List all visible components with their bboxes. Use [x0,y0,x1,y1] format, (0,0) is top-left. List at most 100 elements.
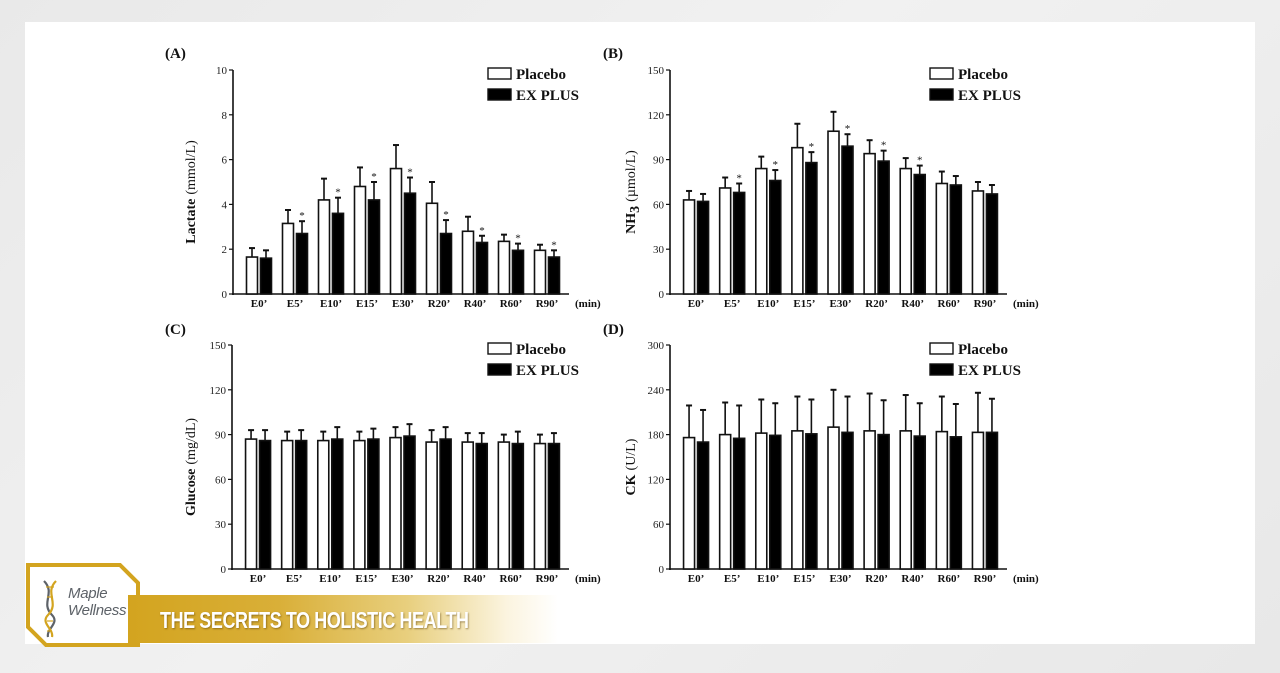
legend: Placebo EX PLUS [929,67,1021,104]
legend-label: Placebo [958,342,1008,358]
bar-group: * [863,139,890,295]
bar-placebo [827,130,840,295]
x-axis-unit: (min) [1013,573,1039,585]
y-tick-label: 120 [648,474,665,486]
bar-group [497,430,525,570]
legend-label: EX PLUS [516,363,579,379]
bar-ex-plus [985,431,999,570]
y-axis-label-main: NH [624,213,639,234]
bar-placebo [353,185,367,295]
x-tick-label: R40’ [901,298,924,310]
legend-label: Placebo [516,342,566,358]
y-axis-label: Lactate (mmol/L) [182,140,199,244]
bar-placebo [281,222,295,295]
bar-placebo [425,202,439,295]
x-axis-unit: (min) [575,298,601,310]
panel-label: (C) [165,322,186,338]
x-tick-label: R60’ [500,298,523,310]
bar-ex-plus [403,435,416,570]
y-tick-label: 180 [648,430,665,442]
x-tick-label: E10’ [757,298,779,310]
panel-label: (B) [603,46,623,62]
y-tick-label: 4 [222,199,228,211]
significance-star: * [917,155,923,167]
bar-placebo [899,430,913,570]
brand-name: Maple Wellness [68,585,126,619]
x-tick-label: E5’ [724,573,741,585]
x-tick-label: E5’ [286,573,303,585]
bar-ex-plus [696,200,710,295]
bar-group [754,398,782,570]
significance-star: * [551,239,557,251]
bar-group: * [281,209,309,295]
bar-placebo [317,199,331,295]
bar-ex-plus [330,438,344,570]
brand-tagline-band [128,595,558,643]
y-tick-label: 120 [648,110,665,122]
bar-ex-plus [475,241,489,295]
bar-placebo [425,441,438,570]
y-tick-label: 0 [659,289,665,301]
legend-swatch-placebo [929,342,954,355]
bar-ex-plus [732,437,746,570]
bar-group [533,432,561,570]
bar-group: * [425,181,453,295]
y-axis-label-subscript: 3 [628,206,643,213]
bar-group: * [533,239,561,295]
bar-group [461,432,489,570]
bar-placebo [353,439,366,570]
y-axis-label-unit: (mmol/L) [184,140,199,195]
bar-ex-plus [732,191,746,295]
y-tick-label: 150 [648,65,665,77]
bar-placebo [827,426,840,570]
bar-group [682,189,710,295]
bar-ex-plus [547,256,561,295]
dna-helix-icon [43,580,57,638]
bar-ex-plus [841,145,854,295]
legend-swatch-placebo [929,67,954,80]
legend-swatch-ex-plus [487,363,512,376]
significance-star: * [371,171,377,183]
significance-star: * [809,141,815,153]
legend-swatch-placebo [487,67,512,80]
bar-group: * [389,144,417,295]
legend-label: EX PLUS [958,88,1021,104]
bar-ex-plus [294,439,308,570]
panel-label: (A) [165,46,186,62]
chart-panel-a: (A) 0 2 4 6 8 10 Lactate (mmol/L) E0’ * E5’ * E10’ * E… [165,46,601,310]
bar-ex-plus [768,434,782,570]
bar-group [244,429,272,570]
y-tick-label: 0 [222,289,228,301]
bar-group: * [497,233,525,295]
bar-placebo [971,190,985,295]
bar-ex-plus [439,232,453,295]
x-axis-unit: (min) [1013,298,1039,310]
brand-name-line1: Maple [68,585,108,602]
x-tick-label: R60’ [938,298,961,310]
bar-placebo [244,438,258,570]
bar-placebo [682,199,696,295]
bar-ex-plus [913,173,927,295]
bar-placebo [316,439,330,570]
bar-group [245,247,273,295]
bar-placebo [682,436,696,570]
x-tick-label: R20’ [865,298,888,310]
bar-ex-plus [295,232,309,295]
bar-ex-plus [475,442,489,570]
legend-swatch-ex-plus [929,88,954,101]
bar-group [791,395,818,570]
bar-placebo [935,430,949,570]
bar-group [863,392,890,570]
bar-group: * [899,155,927,295]
x-tick-label: E10’ [320,298,342,310]
x-tick-label: R40’ [464,298,487,310]
bar-ex-plus [511,442,525,570]
bar-placebo [280,439,294,570]
x-tick-label: R20’ [427,573,450,585]
x-tick-label: E0’ [688,573,705,585]
x-tick-label: R90’ [536,298,559,310]
bar-group [899,394,927,570]
brand-logo-badge [26,563,140,647]
bar-placebo [389,436,402,570]
y-axis-label-main: Glucose [184,469,199,516]
